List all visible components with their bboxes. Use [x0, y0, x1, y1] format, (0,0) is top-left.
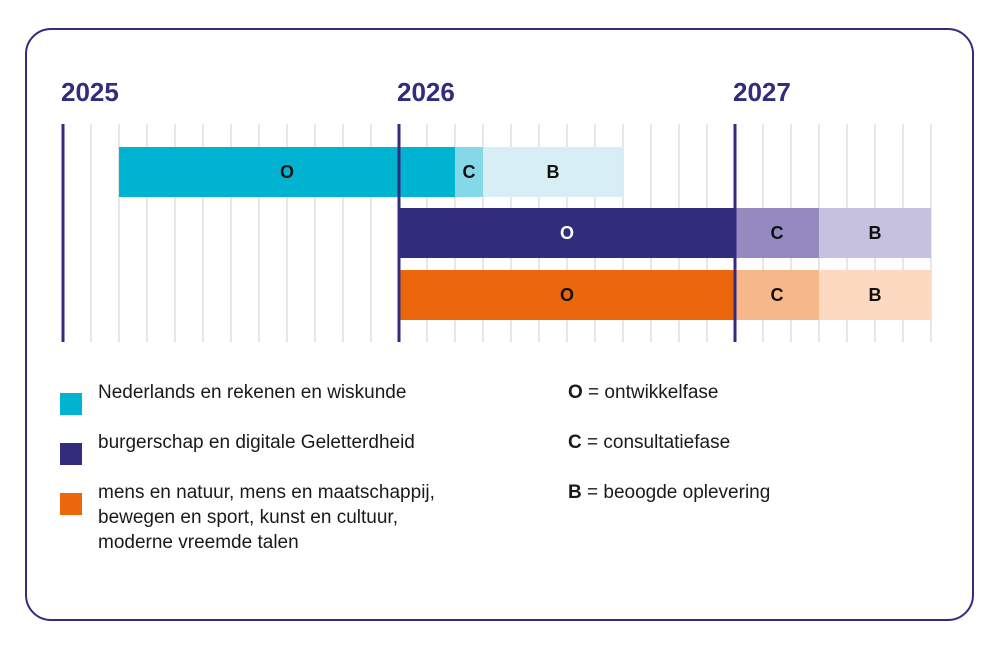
bar-label: O: [560, 223, 574, 243]
bar-label: C: [463, 162, 476, 182]
legend-item-nederlands: Nederlands en rekenen en wiskunde: [60, 380, 540, 415]
phase-code: C: [568, 432, 582, 453]
phase-legend-item-o: O = ontwikkelfase: [568, 380, 770, 405]
bar-label: C: [771, 285, 784, 305]
phase-text: = ontwikkelfase: [582, 382, 719, 403]
legend-swatch: [60, 443, 82, 465]
bar-segment-b: [819, 208, 931, 258]
bar-segment-c: [735, 208, 819, 258]
phase-text: = beoogde oplevering: [581, 482, 771, 503]
phase-text: = consultatiefase: [581, 432, 731, 453]
bar-segment-o: [399, 208, 735, 258]
bar-label: O: [280, 162, 294, 182]
phase-code: B: [568, 482, 582, 503]
phase-code: O: [568, 382, 583, 403]
bar-segment-c: [455, 147, 483, 197]
legend-item-mens-en-natuur: mens en natuur, mens en maatschappij, be…: [60, 480, 540, 555]
bar-label: C: [771, 223, 784, 243]
year-label: 2027: [733, 77, 791, 107]
bar-segment-c: [735, 270, 819, 320]
legend-swatch: [60, 393, 82, 415]
bar-segment-b: [483, 147, 623, 197]
legend-label-line: moderne vreemde talen: [98, 532, 299, 553]
bar-label: O: [560, 285, 574, 305]
legend-label-line: bewegen en sport, kunst en cultuur,: [98, 507, 398, 528]
phase-legend-item-b: B = beoogde oplevering: [568, 480, 770, 505]
bar-segment-b: [819, 270, 931, 320]
legend-item-burgerschap: burgerschap en digitale Geletterdheid: [60, 430, 540, 465]
chart-frame: [25, 28, 974, 621]
legend-label-line: mens en natuur, mens en maatschappij,: [98, 482, 435, 503]
year-label: 2026: [397, 77, 455, 107]
bar-label: B: [869, 285, 882, 305]
bar-label: B: [547, 162, 560, 182]
legend-label: Nederlands en rekenen en wiskunde: [98, 382, 407, 403]
bar-segment-o: [399, 270, 735, 320]
year-label: 2025: [61, 77, 119, 107]
legend: Nederlands en rekenen en wiskunde burger…: [60, 380, 540, 580]
bar-label: B: [869, 223, 882, 243]
phase-legend: O = ontwikkelfase C = consultatiefase B …: [568, 380, 770, 530]
legend-label: burgerschap en digitale Geletterdheid: [98, 432, 415, 453]
legend-swatch: [60, 493, 82, 515]
phase-legend-item-c: C = consultatiefase: [568, 430, 770, 455]
